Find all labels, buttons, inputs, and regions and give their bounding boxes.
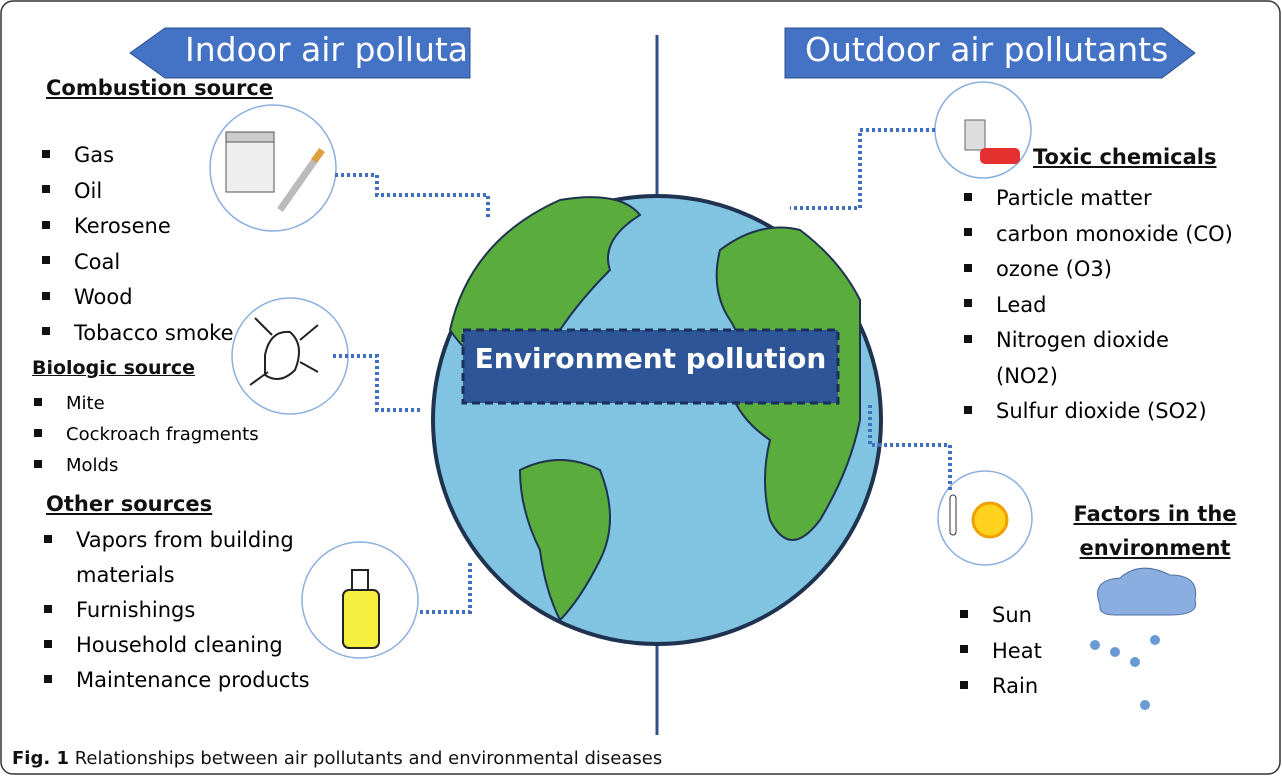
list-item: Particle matter (962, 181, 1237, 217)
group-heading: Factors in the environment (1073, 502, 1237, 560)
group-heading: Toxic chemicals (1033, 145, 1217, 169)
group-heading: Other sources (46, 492, 213, 516)
list-item: Furnishings (42, 593, 327, 628)
list-item: Nitrogen dioxide (NO2) (962, 323, 1237, 394)
list-item: Lead (962, 288, 1237, 324)
group-heading: Combustion source (46, 76, 274, 100)
indoor-banner (129, 27, 471, 79)
caption-text: Relationships between air pollutants and… (74, 748, 663, 769)
list-item: Oil (40, 174, 340, 210)
list-item: Coal (40, 245, 340, 281)
outdoor-banner (784, 27, 1196, 79)
list-item: Household cleaning (42, 628, 327, 663)
center-box (461, 328, 840, 405)
list-item: Sulfur dioxide (SO2) (962, 394, 1237, 430)
globe (431, 194, 883, 646)
list-item: Gas (40, 138, 340, 174)
list-item: Maintenance products (42, 663, 327, 698)
list-item: Vapors from building materials (42, 523, 327, 593)
list-item: ozone (O3) (962, 252, 1237, 288)
center-label: Environment pollution (474, 342, 827, 375)
list-item: Kerosene (40, 209, 340, 245)
connectors (333, 128, 952, 614)
list-item: Molds (32, 450, 332, 481)
item-list: Vapors from building materials Furnishing… (42, 523, 327, 698)
caption-label: Fig. 1 (12, 748, 69, 769)
group-heading: Biologic source (32, 357, 196, 379)
list-item: Mite (32, 388, 332, 419)
list-item: carbon monoxide (CO) (962, 217, 1237, 253)
list-item: Heat (958, 634, 1158, 670)
list-item: Sun (958, 598, 1158, 634)
item-list: Gas Oil Kerosene Coal Wood Tobacco smoke (40, 138, 340, 351)
caption: Fig. 1 Relationships between air polluta… (12, 748, 662, 769)
list-item: Tobacco smoke (40, 316, 340, 352)
item-list: Mite Cockroach fragments Molds (32, 388, 332, 481)
item-list: Sun Heat Rain (958, 598, 1158, 705)
list-item: Cockroach fragments (32, 419, 332, 450)
item-list: Particle matter carbon monoxide (CO) ozone… (962, 181, 1237, 430)
list-item: Rain (958, 669, 1158, 705)
indoor-title: Indoor air pollutants (185, 30, 520, 69)
icons (225, 119, 1197, 710)
outdoor-title: Outdoor air pollutants (805, 30, 1169, 69)
list-item: Wood (40, 280, 340, 316)
